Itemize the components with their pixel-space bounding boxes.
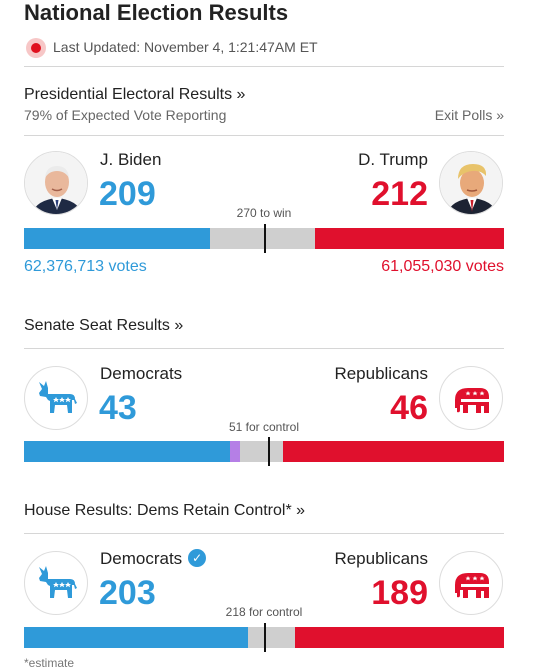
house-dem-label: Democrats (100, 549, 183, 568)
other-bar-segment (230, 441, 240, 462)
senate-rep-label: Republicans (334, 364, 428, 383)
page-title: National Election Results (24, 0, 289, 25)
threshold-marker (264, 224, 266, 253)
house-dem-count: 203 (99, 574, 156, 612)
biden-portrait-icon (24, 151, 88, 215)
senate-dem-count: 43 (99, 389, 137, 427)
divider (24, 66, 504, 67)
rep-bar-segment (315, 228, 504, 249)
house-seat-bar (24, 623, 504, 652)
biden-name: J. Biden (100, 150, 162, 169)
house-control-threshold: 218 for control (225, 605, 303, 619)
win-threshold-label: 270 to win (236, 206, 292, 220)
rep-bar-segment (283, 441, 504, 462)
live-indicator-icon (26, 38, 46, 58)
house-rep-count: 189 (371, 574, 428, 612)
dem-bar-segment (24, 441, 230, 462)
reporting-status: 79% of Expected Vote Reporting (24, 107, 227, 123)
senate-control-threshold: 51 for control (228, 420, 300, 434)
senate-dem-label: Democrats (100, 364, 183, 383)
house-dem-label-row: Democrats ✓ (100, 549, 207, 569)
threshold-marker (268, 437, 270, 466)
trump-electoral-count: 212 (371, 175, 428, 213)
undecided-bar-segment (210, 228, 315, 249)
donkey-icon (24, 551, 88, 615)
electoral-vote-bar (24, 224, 504, 253)
senate-results-link[interactable]: Senate Seat Results » (24, 317, 184, 334)
house-results-link[interactable]: House Results: Dems Retain Control* » (24, 502, 306, 519)
trump-popular-votes: 61,055,030 votes (381, 258, 504, 275)
biden-popular-votes: 62,376,713 votes (24, 258, 147, 275)
senate-rep-count: 46 (390, 389, 428, 427)
biden-electoral-count: 209 (99, 175, 156, 213)
undecided-bar-segment (240, 441, 283, 462)
undecided-bar-segment (248, 627, 295, 648)
divider (24, 533, 504, 534)
checkmark-icon: ✓ (188, 549, 207, 567)
rep-bar-segment (295, 627, 504, 648)
house-rep-label: Republicans (334, 549, 428, 568)
dem-bar-segment (24, 627, 248, 648)
dem-bar-segment (24, 228, 210, 249)
footnote: *estimate (24, 656, 75, 669)
threshold-marker (264, 623, 266, 652)
donkey-icon (24, 366, 88, 430)
senate-seat-bar (24, 437, 504, 466)
presidential-results-link[interactable]: Presidential Electoral Results » (24, 86, 246, 103)
elephant-icon (439, 366, 503, 430)
exit-polls-link[interactable]: Exit Polls » (434, 107, 504, 123)
divider (24, 135, 504, 136)
elephant-icon (439, 551, 503, 615)
divider (24, 348, 504, 349)
last-updated-text: Last Updated: November 4, 1:21:47AM ET (53, 39, 318, 55)
trump-name: D. Trump (358, 150, 428, 169)
trump-portrait-icon (439, 151, 503, 215)
